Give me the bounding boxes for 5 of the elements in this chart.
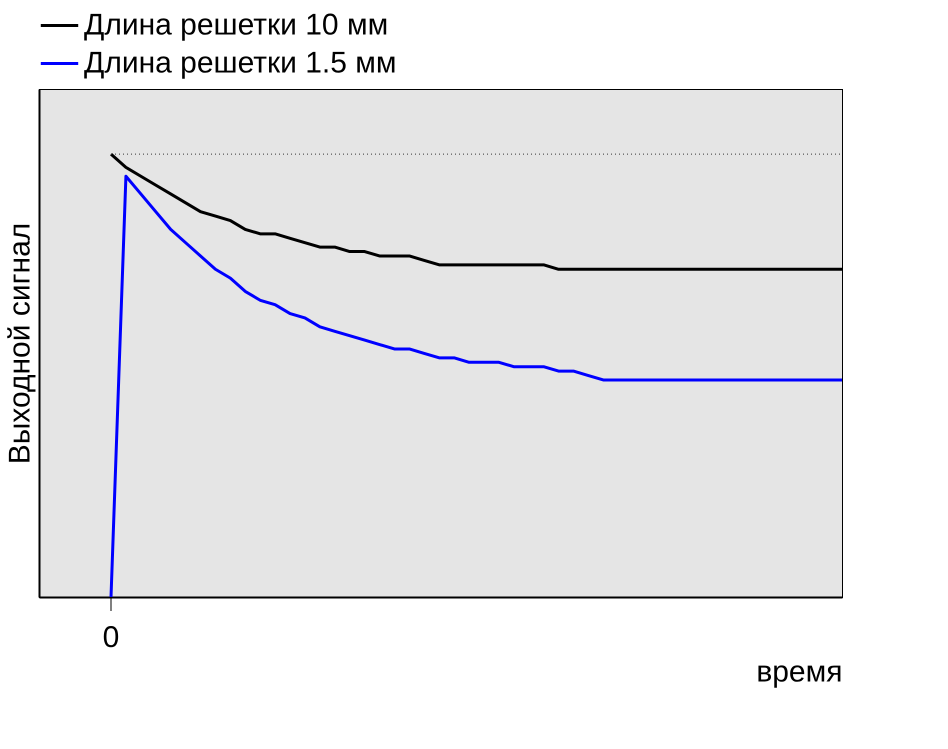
y-axis-title: Выходной сигнал bbox=[4, 222, 36, 464]
legend-label: Длина решетки 10 мм bbox=[84, 8, 388, 42]
x-axis-title: время bbox=[756, 656, 842, 688]
text: 0 bbox=[102, 621, 120, 654]
legend-label: Длина решетки 1.5 мм bbox=[84, 46, 397, 80]
